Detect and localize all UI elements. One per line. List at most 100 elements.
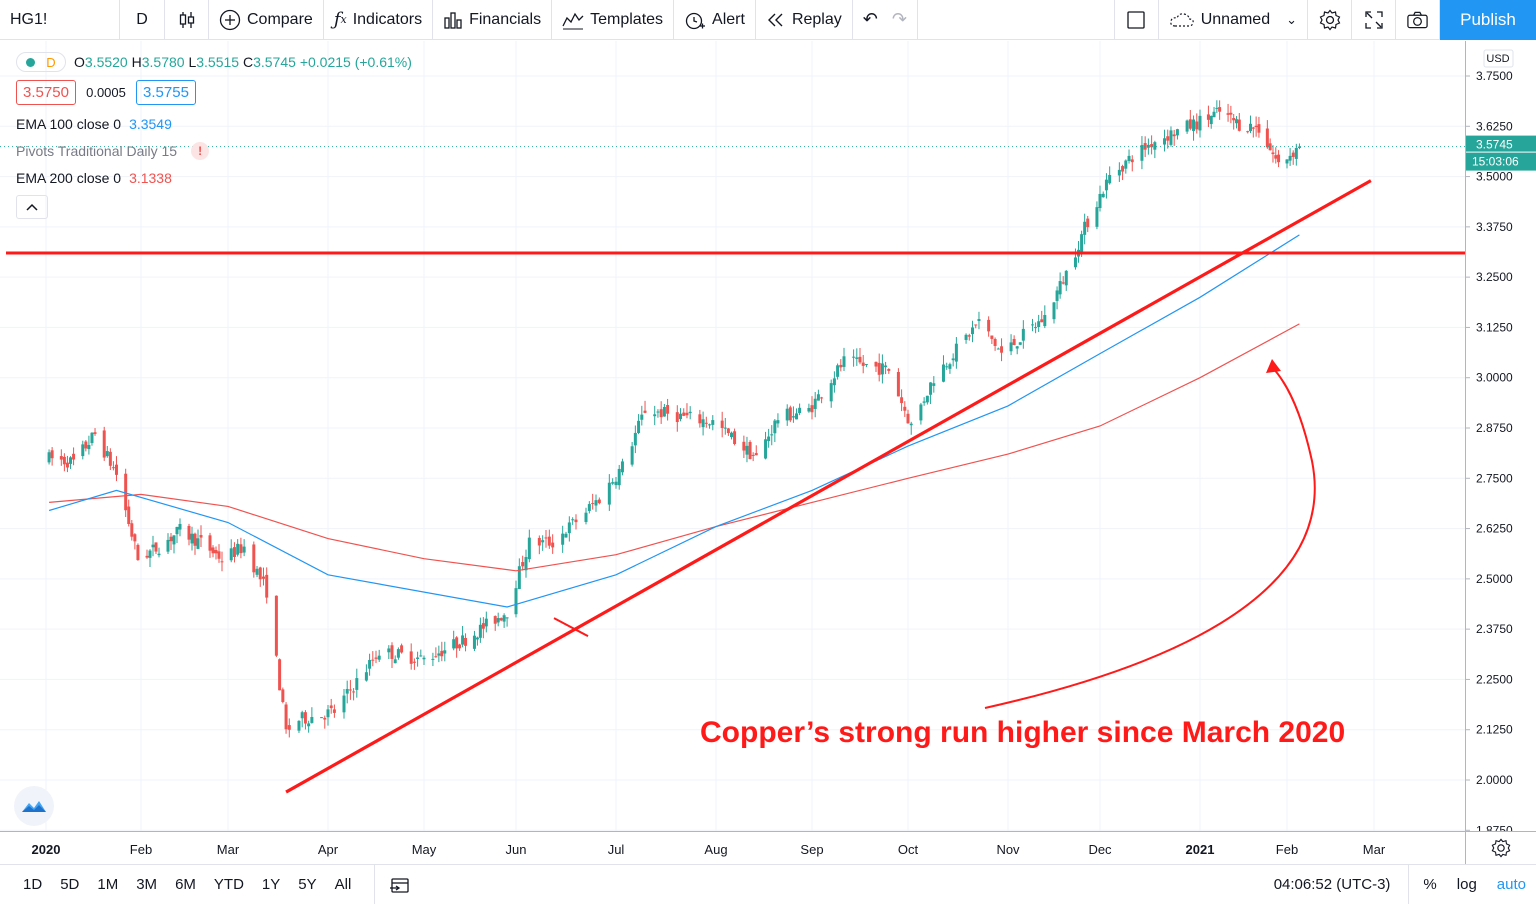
currency-label: USD	[1486, 53, 1509, 65]
candle-up	[932, 383, 936, 386]
time-tick-label: Sep	[800, 842, 823, 857]
fullscreen-button[interactable]	[1352, 0, 1396, 40]
undo-icon[interactable]: ↶	[862, 9, 878, 29]
alert-button[interactable]: Alert	[674, 0, 756, 40]
settings-button[interactable]	[1308, 0, 1352, 40]
range-button-6m[interactable]: 6M	[175, 876, 196, 893]
candle-down	[400, 645, 404, 653]
layout-name-button[interactable]: Unnamed ⌄	[1159, 0, 1308, 40]
fullscreen-layout-button[interactable]	[1115, 0, 1159, 40]
candle-up	[484, 618, 488, 627]
snapshot-button[interactable]	[1396, 0, 1440, 40]
candle-down	[1271, 152, 1275, 155]
price-axis-scale[interactable]: USD 3.7500 3.6250 3.5000 3.3750 3.2500 3.1250 3…	[1466, 41, 1536, 837]
indicators-label: Indicators	[352, 10, 423, 28]
indicator-ema100[interactable]: EMA 100 close 0 3.3549	[16, 110, 412, 137]
candle-up	[1015, 346, 1019, 349]
range-button-all[interactable]: All	[334, 876, 352, 893]
candle-up	[611, 482, 615, 484]
price-axis[interactable]: USD 3.7500 3.6250 3.5000 3.3750 3.2500 3.1250 3…	[1465, 41, 1536, 837]
indicator-ema200[interactable]: EMA 200 close 0 3.1338	[16, 164, 412, 191]
range-button-1m[interactable]: 1M	[97, 876, 119, 893]
range-button-1y[interactable]: 1Y	[261, 876, 281, 893]
candle-up	[971, 327, 975, 335]
range-button-ytd[interactable]: YTD	[213, 876, 244, 893]
compare-button[interactable]: Compare	[209, 0, 324, 40]
candle-down	[1061, 282, 1065, 284]
candle-down	[323, 717, 327, 720]
candle-up	[1209, 115, 1213, 125]
goto-date-button[interactable]	[374, 864, 420, 904]
legend-collapse-button[interactable]	[16, 195, 48, 219]
axis-settings-button[interactable]	[1465, 831, 1536, 864]
clock-display[interactable]: 04:06:52 (UTC-3)	[1274, 864, 1410, 904]
time-axis[interactable]: 2020 Feb Mar Apr May Jun Jul Aug Sep Oct Nov Dec 202…	[0, 831, 1465, 864]
annotation-text[interactable]: Copper’s strong run higher since March 2…	[700, 716, 1346, 749]
price-tick-label: 3.7500	[1476, 69, 1513, 83]
candle-down	[136, 544, 140, 561]
candle-down	[967, 335, 971, 337]
candle-down	[597, 499, 601, 504]
candle-down	[261, 576, 265, 579]
price-chart[interactable]	[0, 41, 1465, 831]
redo-icon[interactable]: ↷	[891, 9, 907, 29]
candle-up	[443, 650, 447, 654]
range-button-1d[interactable]: 1D	[23, 876, 43, 893]
tradingview-logo[interactable]	[14, 786, 54, 826]
candle-up	[236, 543, 240, 555]
price-tick-label: 2.7500	[1476, 471, 1513, 485]
indicator-value: 3.3549	[129, 115, 172, 132]
candle-up	[1212, 111, 1216, 118]
candle-up	[919, 404, 923, 421]
candle-down	[220, 561, 224, 563]
candle-down	[93, 432, 97, 434]
replay-button[interactable]: Replay	[756, 0, 853, 40]
candle-up	[431, 658, 435, 660]
candle-up	[954, 343, 958, 362]
templates-button[interactable]: Templates	[552, 0, 675, 40]
candle-down	[820, 397, 824, 399]
candle-down	[50, 450, 54, 459]
candle-up	[688, 411, 692, 414]
price-tick-label: 3.5000	[1476, 170, 1513, 184]
alarm-clock-icon	[685, 12, 706, 29]
time-tick-label: Aug	[704, 842, 727, 857]
publish-button[interactable]: Publish	[1440, 0, 1536, 40]
publish-label: Publish	[1460, 9, 1516, 29]
symbol-search-button[interactable]: HG1!	[0, 0, 120, 40]
percent-scale-button[interactable]: %	[1409, 865, 1446, 904]
time-axis-scale[interactable]: 2020 Feb Mar Apr May Jun Jul Aug Sep Oct Nov Dec 202…	[0, 832, 1465, 865]
candle-up	[864, 364, 868, 366]
candle-up	[640, 414, 644, 420]
auto-scale-button[interactable]: auto	[1487, 865, 1536, 904]
bid-button[interactable]: 3.5750	[16, 80, 76, 105]
candle-up	[807, 407, 811, 412]
time-tick-label: Jul	[608, 842, 625, 857]
series-visibility-toggle[interactable]: D	[16, 52, 66, 72]
candle-up	[505, 617, 509, 619]
candle-up	[587, 504, 591, 511]
candle-up	[148, 550, 152, 558]
candle-up	[300, 712, 304, 719]
candle-down	[1195, 121, 1199, 130]
range-button-3m[interactable]: 3M	[136, 876, 158, 893]
chart-type-button[interactable]	[165, 0, 209, 40]
interval-button[interactable]: D	[120, 0, 165, 40]
candle-up	[1163, 138, 1167, 145]
candle-down	[900, 397, 904, 404]
low-value: 3.5515	[196, 54, 240, 70]
log-scale-button[interactable]: log	[1447, 865, 1487, 904]
ask-button[interactable]: 3.5755	[136, 80, 196, 105]
indicator-pivots[interactable]: Pivots Traditional Daily 15 !	[16, 137, 412, 164]
replay-label: Replay	[791, 10, 842, 28]
financials-button[interactable]: Financials	[433, 0, 553, 40]
warning-icon[interactable]: !	[191, 141, 210, 160]
last-price-label: 3.5745	[1476, 138, 1513, 152]
candle-up	[773, 420, 777, 434]
candle-down	[1268, 143, 1272, 151]
time-axis-labels: 2020 Feb Mar Apr May Jun Jul Aug Sep Oct Nov Dec 202…	[32, 842, 1386, 857]
range-button-5y[interactable]: 5Y	[298, 876, 317, 893]
chart-pane[interactable]	[0, 41, 1465, 831]
range-button-5d[interactable]: 5D	[60, 876, 80, 893]
